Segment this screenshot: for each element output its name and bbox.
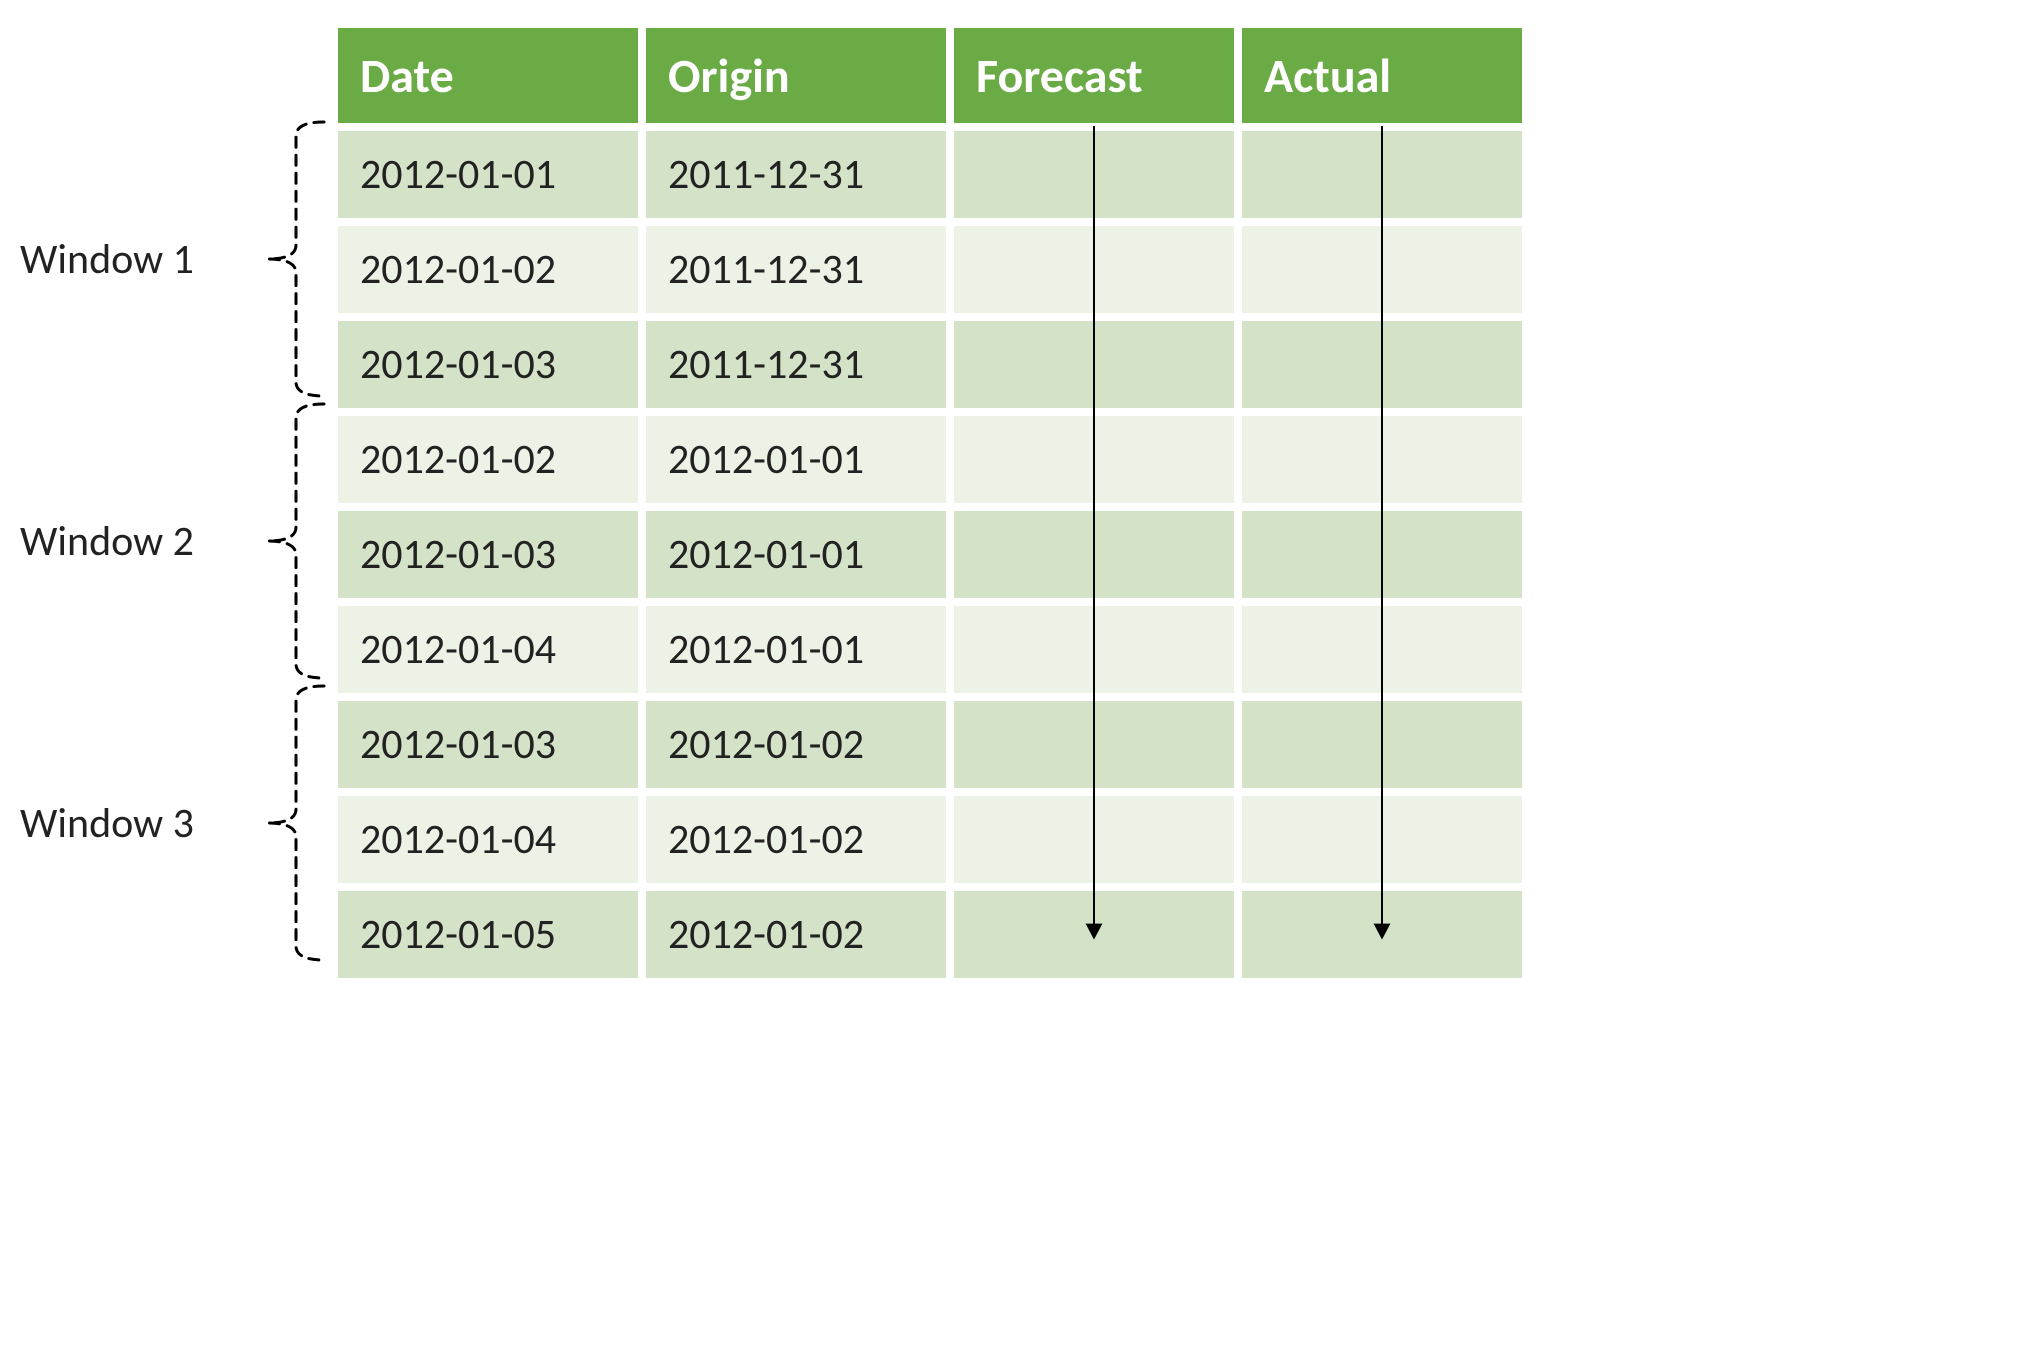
window-bracket-3 [262, 682, 328, 964]
window-bracket-2 [262, 400, 328, 682]
window-label-1: Window 1 [20, 234, 194, 285]
table-wrapper: DateOriginForecastActual2012-01-012011-1… [330, 20, 1530, 986]
window-bracket-1 [262, 118, 328, 400]
window-label-3: Window 3 [20, 798, 194, 849]
window-label-2: Window 2 [20, 516, 194, 567]
window-labels-column: Window 1 Window 2 Window 3 [20, 20, 330, 968]
column-arrows [330, 20, 1530, 968]
